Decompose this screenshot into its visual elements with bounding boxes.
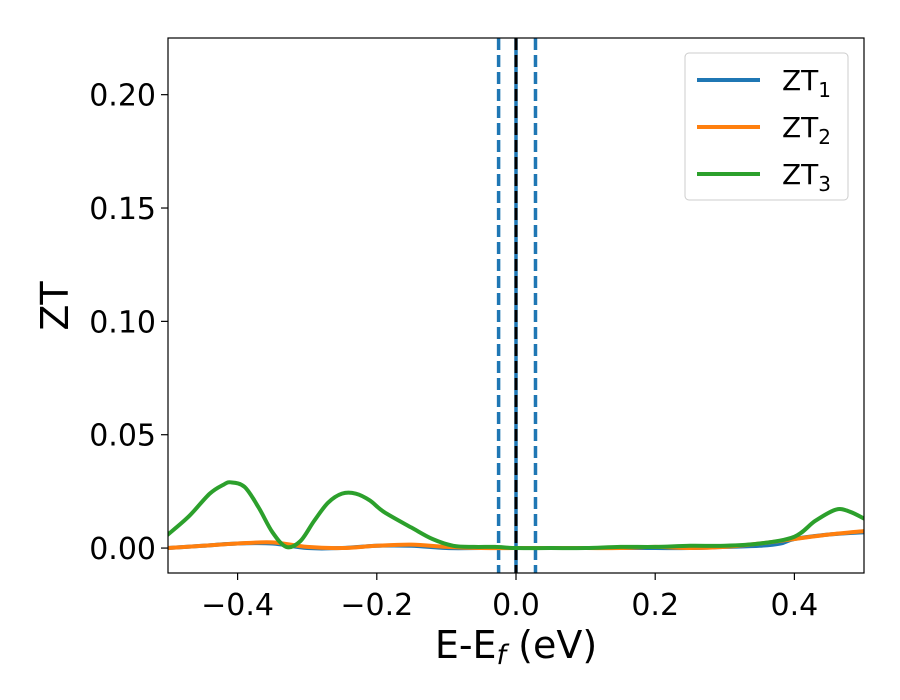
y-axis-label: ZT: [33, 281, 77, 331]
x-tick-label: −0.2: [340, 588, 413, 623]
legend-label: ZT2: [782, 111, 831, 149]
legend-label: ZT3: [782, 158, 831, 196]
x-tick-label: 0.0: [492, 588, 540, 623]
y-axis-ticks: 0.00 0.05 0.10 0.15 0.20: [89, 79, 168, 567]
x-tick-label: 0.4: [771, 588, 819, 623]
y-tick-label: 0.10: [89, 305, 156, 340]
x-axis-ticks: −0.4 −0.2 0.0 0.2 0.4: [201, 573, 818, 623]
y-tick-label: 0.05: [89, 419, 156, 454]
y-tick-label: 0.00: [89, 532, 156, 567]
legend: ZT1 ZT2 ZT3: [684, 52, 849, 201]
x-tick-label: 0.2: [631, 588, 679, 623]
x-axis-label: E-Ef (eV): [435, 623, 597, 671]
y-tick-label: 0.15: [89, 192, 156, 227]
series-line-3: [168, 480, 864, 551]
reference-lines: [496, 38, 538, 573]
x-tick-label: −0.4: [201, 588, 274, 623]
y-tick-label: 0.20: [89, 79, 156, 114]
legend-label: ZT1: [782, 64, 831, 102]
legend-box: [684, 52, 849, 201]
series-lines: [168, 480, 864, 551]
